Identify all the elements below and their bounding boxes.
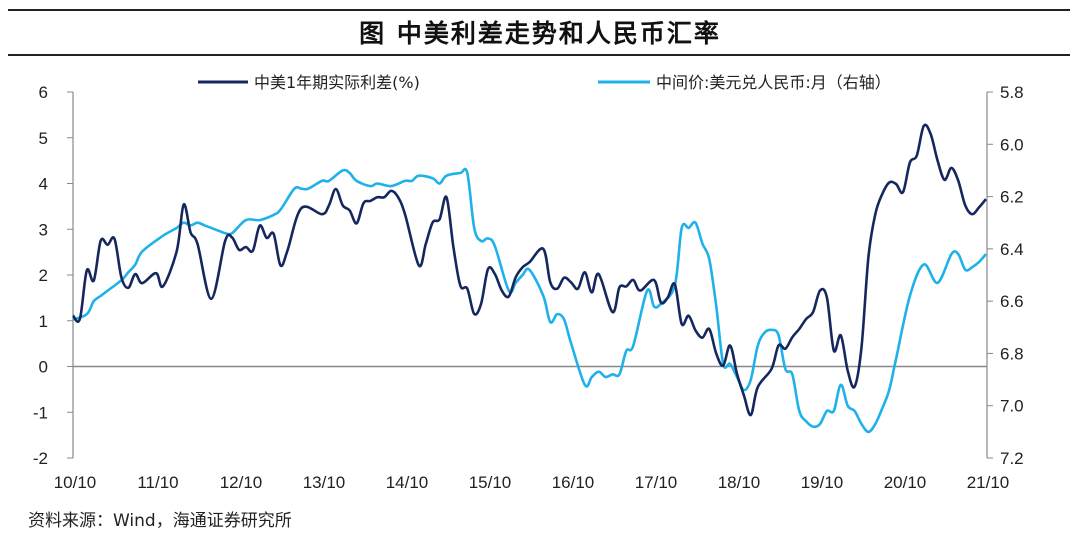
x-tick-label: 17/10 xyxy=(635,473,678,492)
title-bottom-rule xyxy=(8,54,1070,56)
left-tick-label: -1 xyxy=(33,403,48,422)
right-tick-label: 5.8 xyxy=(1000,83,1024,102)
legend: 中美1年期实际利差(%) 中间价:美元兑人民币:月（右轴） xyxy=(198,73,891,92)
legend-label-spread: 中美1年期实际利差(%) xyxy=(254,73,420,92)
right-tick-label: 6.8 xyxy=(1000,344,1024,363)
right-tick-label: 6.4 xyxy=(1000,240,1024,259)
x-tick-label: 10/10 xyxy=(54,473,97,492)
axes: 6 5 4 3 2 1 0 -1 -2 5.8 6.0 6.2 6.4 6.6 6.8 7.0 7.2 10/10… xyxy=(33,83,1024,492)
left-tick-label: -2 xyxy=(33,449,48,468)
x-tick-label: 16/10 xyxy=(552,473,595,492)
left-tick-label: 6 xyxy=(39,83,48,102)
left-tick-label: 0 xyxy=(39,358,48,377)
x-tick-label: 18/10 xyxy=(718,473,761,492)
chart-title: 图 中美利差走势和人民币汇率 xyxy=(359,19,721,48)
right-tick-label: 6.0 xyxy=(1000,135,1024,154)
x-tick-label: 12/10 xyxy=(220,473,263,492)
x-tick-label: 20/10 xyxy=(884,473,927,492)
right-tick-label: 7.2 xyxy=(1000,449,1024,468)
title-top-rule xyxy=(8,9,1070,11)
left-tick-label: 4 xyxy=(39,175,48,194)
x-tick-label: 13/10 xyxy=(303,473,346,492)
left-tick-label: 1 xyxy=(39,312,48,331)
x-tick-label: 21/10 xyxy=(967,473,1010,492)
x-tick-label: 19/10 xyxy=(801,473,844,492)
left-tick-label: 5 xyxy=(39,129,48,148)
right-tick-label: 7.0 xyxy=(1000,397,1024,416)
right-tick-label: 6.6 xyxy=(1000,292,1024,311)
series-line-usdcny xyxy=(72,167,987,434)
series-line-rate-spread xyxy=(72,123,987,417)
source-note: 资料来源：Wind，海通证券研究所 xyxy=(28,511,292,531)
right-tick-label: 6.2 xyxy=(1000,188,1024,207)
line-chart: 中美1年期实际利差(%) 中间价:美元兑人民币:月（右轴） 6 5 4 3 2 1 0 -1 -… xyxy=(33,73,1024,492)
series-lines xyxy=(72,123,987,434)
left-tick-label: 3 xyxy=(39,220,48,239)
legend-label-fx: 中间价:美元兑人民币:月（右轴） xyxy=(656,73,891,92)
x-tick-label: 15/10 xyxy=(469,473,512,492)
x-tick-label: 14/10 xyxy=(386,473,429,492)
left-tick-label: 2 xyxy=(39,266,48,285)
x-tick-label: 11/10 xyxy=(137,473,178,492)
